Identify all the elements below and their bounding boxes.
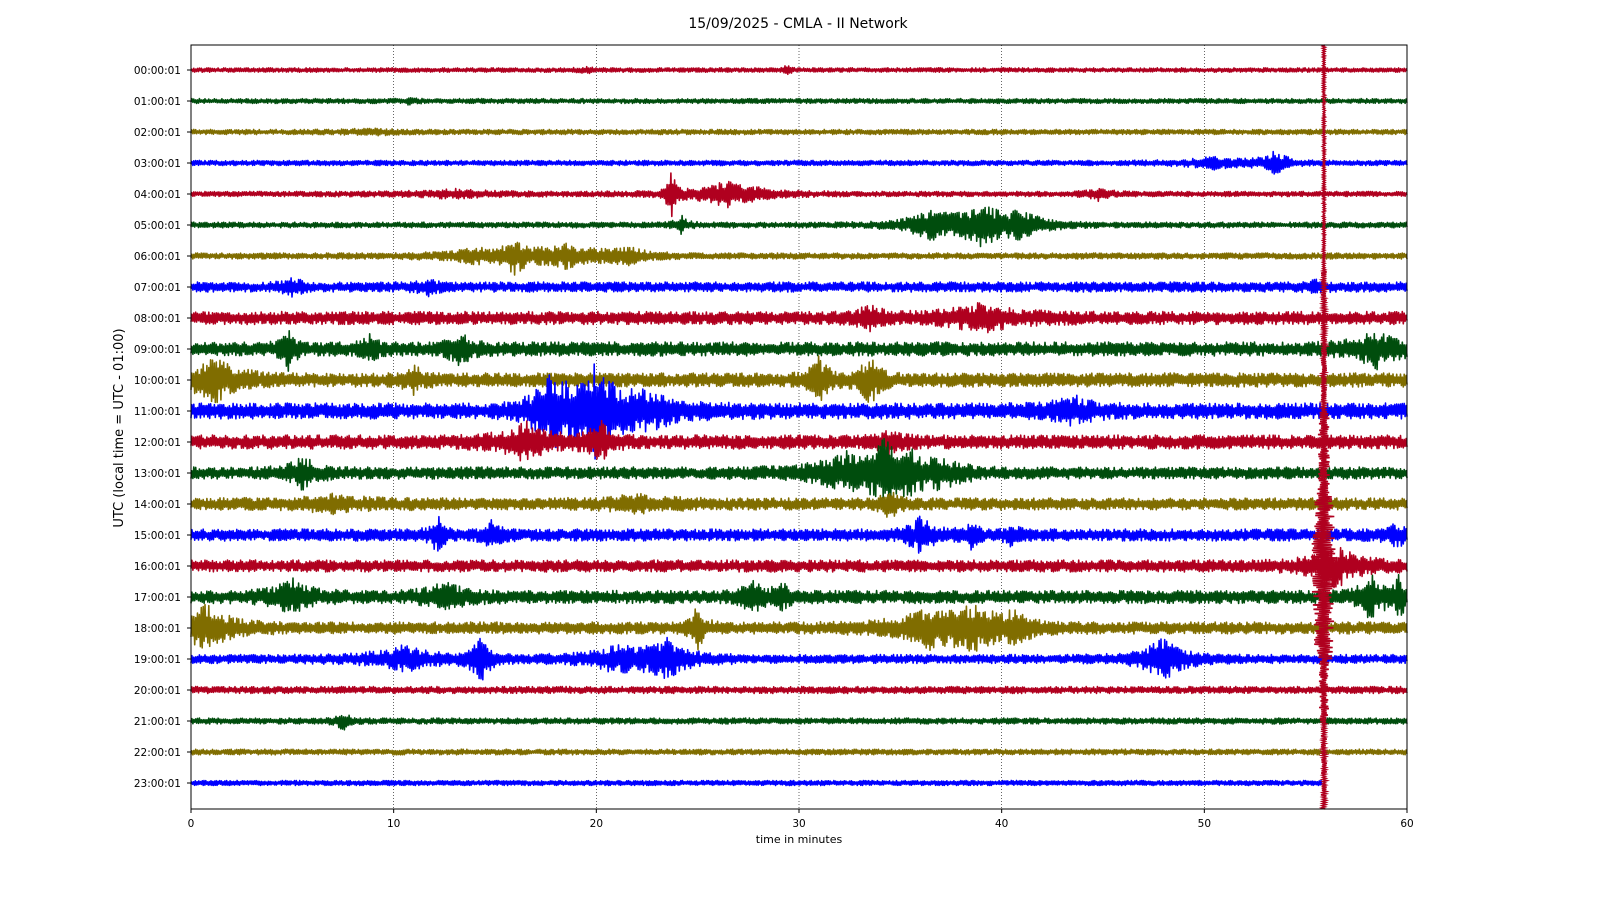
y-tick-label: 07:00:01 — [134, 282, 181, 294]
y-tick-label: 09:00:01 — [134, 344, 181, 356]
earthquake-trace-path — [1310, 44, 1338, 810]
x-tick-label: 40 — [995, 818, 1008, 830]
y-tick-label: 22:00:01 — [134, 747, 181, 759]
x-axis-ticks: 0 10 20 30 40 50 60 — [188, 809, 1414, 830]
trace-03:00:01 — [190, 150, 1408, 175]
y-tick-label: 13:00:01 — [134, 468, 181, 480]
trace-00:00:01 — [190, 65, 1408, 76]
x-tick-label: 30 — [792, 818, 805, 830]
trace-09:00:01 — [190, 330, 1408, 372]
y-tick-label: 18:00:01 — [134, 623, 181, 635]
y-axis-ticks: 00:00:01 01:00:01 02:00:01 03:00:01 04:00:01… — [134, 65, 191, 790]
y-tick-label: 15:00:01 — [134, 530, 181, 542]
y-tick-label: 17:00:01 — [134, 592, 181, 604]
trace-10:00:01 — [190, 355, 1408, 404]
y-tick-label: 08:00:01 — [134, 313, 181, 325]
trace-15:00:01 — [190, 515, 1408, 554]
trace-19:00:01 — [190, 636, 1408, 681]
earthquake-trace — [1310, 44, 1338, 810]
y-tick-label: 06:00:01 — [134, 251, 181, 263]
y-axis-label: UTC (local time = UTC - 01:00) — [112, 328, 127, 527]
x-axis-label: time in minutes — [756, 833, 843, 846]
y-tick-label: 00:00:01 — [134, 65, 181, 77]
y-tick-label: 21:00:01 — [134, 716, 181, 728]
y-tick-label: 16:00:01 — [134, 561, 181, 573]
trace-13:00:01 — [190, 437, 1408, 505]
y-tick-label: 11:00:01 — [134, 406, 181, 418]
x-tick-label: 60 — [1400, 818, 1413, 830]
y-tick-label: 01:00:01 — [134, 96, 181, 108]
trace-05:00:01 — [190, 206, 1408, 248]
trace-23:00:01 — [190, 779, 1323, 787]
trace-12:00:01 — [190, 419, 1408, 462]
trace-11:00:01 — [190, 363, 1408, 460]
trace-01:00:01 — [190, 97, 1408, 106]
trace-08:00:01 — [190, 302, 1408, 334]
y-tick-label: 12:00:01 — [134, 437, 181, 449]
x-tick-label: 20 — [590, 818, 603, 830]
y-tick-label: 05:00:01 — [134, 220, 181, 232]
trace-20:00:01 — [190, 685, 1408, 695]
trace-14:00:01 — [190, 491, 1408, 518]
trace-16:00:01 — [190, 546, 1408, 589]
x-tick-label: 0 — [188, 818, 195, 830]
y-tick-label: 14:00:01 — [134, 499, 181, 511]
y-tick-label: 04:00:01 — [134, 189, 181, 201]
y-tick-label: 02:00:01 — [134, 127, 181, 139]
grid-lines — [393, 45, 1205, 809]
chart-title: 15/09/2025 - CMLA - II Network — [688, 16, 908, 32]
trace-07:00:01 — [190, 277, 1408, 298]
trace-21:00:01 — [190, 714, 1408, 731]
trace-17:00:01 — [190, 573, 1408, 619]
trace-06:00:01 — [190, 241, 1408, 276]
x-tick-label: 10 — [387, 818, 400, 830]
seismic-traces — [190, 65, 1408, 787]
trace-22:00:01 — [190, 748, 1408, 756]
y-tick-label: 20:00:01 — [134, 685, 181, 697]
y-tick-label: 23:00:01 — [134, 778, 181, 790]
trace-02:00:01 — [190, 127, 1408, 137]
y-tick-label: 19:00:01 — [134, 654, 181, 666]
y-tick-label: 10:00:01 — [134, 375, 181, 387]
trace-18:00:01 — [190, 603, 1408, 652]
x-tick-label: 50 — [1198, 818, 1211, 830]
y-tick-label: 03:00:01 — [134, 158, 181, 170]
trace-04:00:01 — [190, 172, 1408, 218]
